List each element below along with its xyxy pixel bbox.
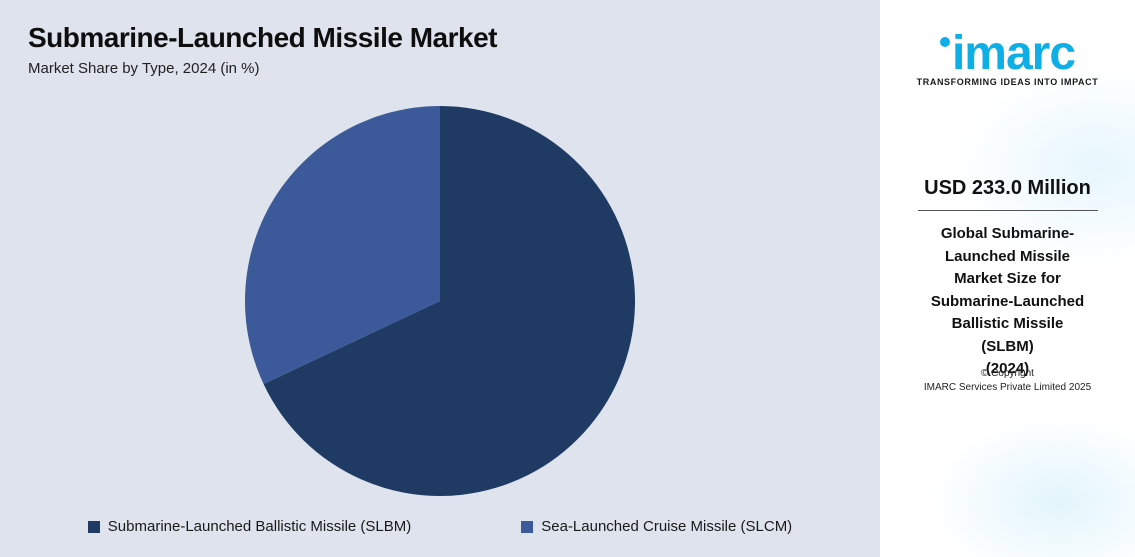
value-block: USD 233.0 Million Global Submarine-Launc… bbox=[894, 177, 1121, 381]
value-amount: USD 233.0 Million bbox=[894, 177, 1121, 200]
brand-logo: imarc TRANSFORMING IDEAS INTO IMPACT bbox=[917, 32, 1099, 87]
legend-label: Submarine-Launched Ballistic Missile (SL… bbox=[108, 518, 411, 535]
pie-svg bbox=[245, 106, 635, 496]
logo-row: imarc bbox=[940, 32, 1075, 75]
value-description: Global Submarine-Launched MissileMarket … bbox=[894, 223, 1121, 381]
legend-swatch-slbm bbox=[88, 521, 100, 533]
chart-panel: Submarine-Launched Missile Market Market… bbox=[0, 0, 880, 557]
value-rule bbox=[918, 210, 1098, 211]
logo-tagline: TRANSFORMING IDEAS INTO IMPACT bbox=[917, 77, 1099, 87]
pie-chart bbox=[245, 106, 635, 496]
legend: Submarine-Launched Ballistic Missile (SL… bbox=[0, 518, 880, 535]
legend-item-slcm: Sea-Launched Cruise Missile (SLCM) bbox=[521, 518, 792, 535]
legend-item-slbm: Submarine-Launched Ballistic Missile (SL… bbox=[88, 518, 411, 535]
logo-dot-icon bbox=[940, 37, 950, 47]
legend-swatch-slcm bbox=[521, 521, 533, 533]
legend-label: Sea-Launched Cruise Missile (SLCM) bbox=[541, 518, 792, 535]
sidebar: imarc TRANSFORMING IDEAS INTO IMPACT USD… bbox=[880, 0, 1135, 557]
copyright: © CopyrightIMARC Services Private Limite… bbox=[924, 367, 1091, 395]
chart-subtitle: Market Share by Type, 2024 (in %) bbox=[28, 60, 852, 77]
chart-title: Submarine-Launched Missile Market bbox=[28, 22, 852, 54]
root: Submarine-Launched Missile Market Market… bbox=[0, 0, 1135, 557]
logo-text: imarc bbox=[952, 32, 1075, 75]
